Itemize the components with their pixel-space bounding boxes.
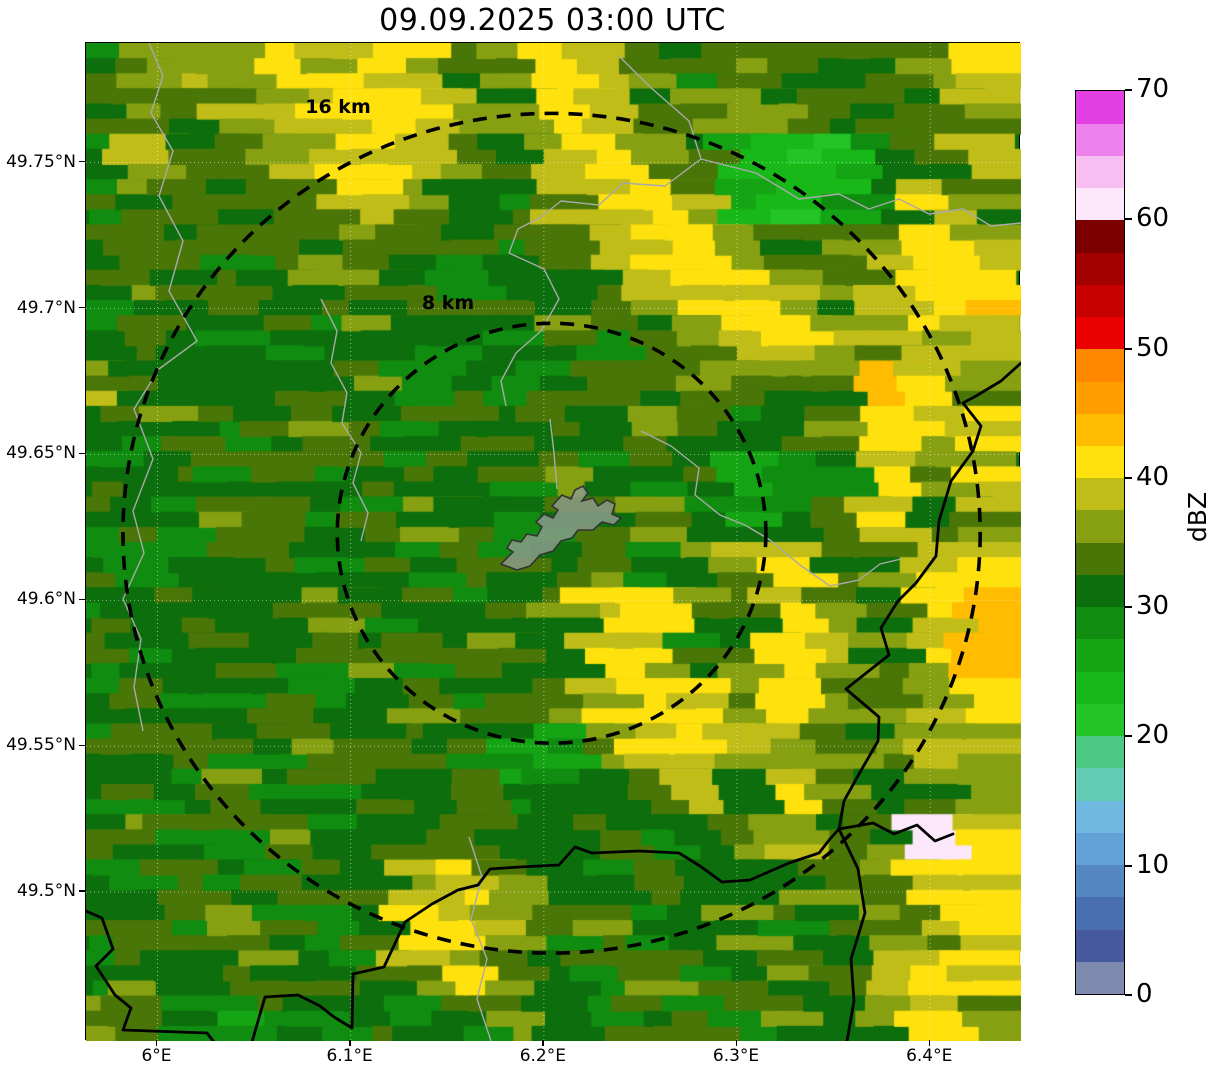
colorbar-segment <box>1076 542 1124 575</box>
river-line <box>549 418 558 490</box>
colorbar-segment <box>1076 477 1124 511</box>
colorbar-segment <box>1076 90 1124 124</box>
colorbar-segment <box>1076 380 1124 414</box>
range-ring <box>335 321 768 745</box>
colorbar-segment <box>1076 316 1124 350</box>
lon-tick-label: 6.2°E <box>519 1046 566 1066</box>
colorbar-tick <box>1125 218 1132 221</box>
city-polygon <box>499 484 623 571</box>
river-line <box>700 158 1021 227</box>
colorbar-tick <box>1125 347 1132 350</box>
lat-axis-tick <box>79 598 85 601</box>
figure-title: 09.09.2025 03:00 UTC <box>379 3 726 38</box>
colorbar-segment <box>1076 187 1124 221</box>
colorbar-segment <box>1076 123 1124 156</box>
colorbar-tick-label: 50 <box>1136 332 1170 363</box>
lat-tick-label: 49.75°N <box>6 151 76 172</box>
colorbar-segment <box>1076 606 1124 640</box>
colorbar-segment <box>1076 252 1124 285</box>
colorbar-segment <box>1076 896 1124 930</box>
colorbar-segment <box>1076 509 1124 543</box>
colorbar-segment <box>1076 413 1124 446</box>
lat-tick-label: 49.7°N <box>16 297 76 318</box>
lat-tick-label: 49.65°N <box>6 443 76 464</box>
lon-axis-tick <box>928 1040 931 1046</box>
range-ring-label: 16 km <box>305 96 371 118</box>
range-ring-label: 8 km <box>422 292 474 314</box>
lon-tick-label: 6°E <box>141 1046 172 1066</box>
colorbar-segment <box>1076 800 1124 833</box>
lat-tick-label: 49.5°N <box>16 881 76 902</box>
colorbar-tick-label: 30 <box>1136 590 1170 621</box>
river-line <box>320 298 369 542</box>
colorbar-segment <box>1076 703 1124 737</box>
colorbar-segment <box>1076 961 1124 994</box>
colorbar-tick-label: 10 <box>1136 849 1170 880</box>
colorbar-tick-label: 20 <box>1136 720 1170 751</box>
colorbar-segment <box>1076 832 1124 866</box>
map-overlay: 8 km 16 km <box>86 43 1021 1041</box>
colorbar <box>1075 90 1125 995</box>
colorbar-segment <box>1076 155 1124 189</box>
colorbar-segment <box>1076 735 1124 769</box>
lat-axis-tick <box>79 890 85 892</box>
colorbar-segment <box>1076 928 1124 962</box>
colorbar-tick-label: 60 <box>1136 203 1170 234</box>
lon-axis-tick <box>735 1040 738 1046</box>
lon-axis-tick <box>155 1040 158 1046</box>
colorbar-tick <box>1125 735 1132 738</box>
lat-tick-label: 49.6°N <box>16 589 76 610</box>
lon-axis-tick <box>349 1040 351 1046</box>
country-border-line <box>837 361 1021 1041</box>
river-line <box>468 836 492 1041</box>
colorbar-tick <box>1125 476 1132 479</box>
colorbar-tick <box>1125 994 1132 996</box>
colorbar-segment <box>1076 864 1124 898</box>
country-border-line <box>86 909 215 1041</box>
colorbar-segment <box>1076 445 1124 479</box>
lon-tick-label: 6.4°E <box>906 1046 953 1066</box>
colorbar-segment <box>1076 574 1124 608</box>
colorbar-tick-label: 0 <box>1136 978 1153 1009</box>
lat-axis-tick <box>79 744 85 747</box>
country-border-line <box>837 821 955 843</box>
colorbar-tick-label: 70 <box>1136 73 1170 104</box>
colorbar-segment <box>1076 284 1124 318</box>
lat-axis-tick <box>79 306 85 309</box>
lon-axis-tick <box>542 1040 544 1046</box>
colorbar-segment <box>1076 219 1124 253</box>
lat-axis-tick <box>79 452 85 455</box>
river-line <box>500 55 702 407</box>
colorbar-tick <box>1125 606 1132 609</box>
lon-tick-label: 6.3°E <box>712 1046 760 1066</box>
lat-tick-label: 49.55°N <box>6 735 76 756</box>
lon-tick-label: 6.1°E <box>326 1046 373 1066</box>
plot-area: 8 km 16 km <box>85 42 1021 1041</box>
colorbar-tick <box>1125 864 1132 867</box>
colorbar-title: dBZ <box>1183 491 1207 543</box>
colorbar-tick-label: 40 <box>1136 461 1170 492</box>
range-ring <box>121 111 982 955</box>
colorbar-segment <box>1076 638 1124 672</box>
lat-axis-tick <box>79 160 85 163</box>
river-line <box>640 430 902 587</box>
colorbar-segment <box>1076 767 1124 801</box>
country-border-line <box>250 827 841 1041</box>
colorbar-tick <box>1125 89 1132 91</box>
colorbar-segment <box>1076 348 1124 382</box>
colorbar-segment <box>1076 671 1124 704</box>
